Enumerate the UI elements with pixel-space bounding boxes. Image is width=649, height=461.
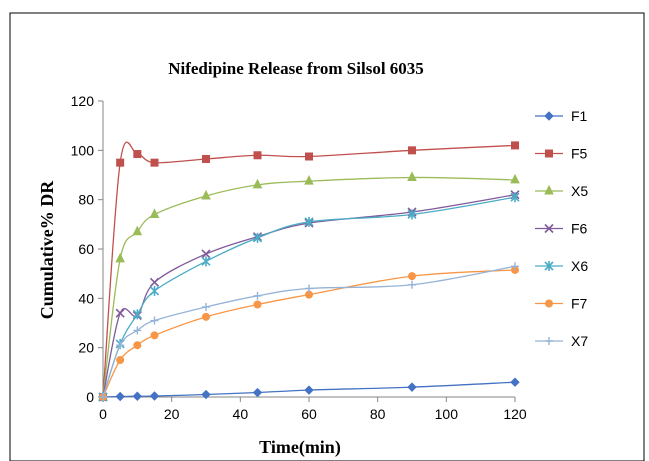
- legend-marker: [544, 223, 554, 234]
- chart-title: Nifedipine Release from Silsol 6035: [168, 59, 424, 78]
- data-point: [133, 150, 142, 159]
- x-tick-label: 40: [233, 406, 249, 422]
- legend-item-x5: X5: [535, 183, 588, 199]
- data-point: [201, 189, 211, 200]
- data-point: [115, 252, 125, 263]
- legend-item-f6: F6: [535, 221, 588, 237]
- data-point: [115, 308, 125, 318]
- data-point: [304, 385, 314, 395]
- y-tick-label: 60: [78, 241, 94, 257]
- plot-area: [98, 141, 520, 402]
- data-point: [252, 387, 263, 398]
- legend-label: F7: [571, 296, 588, 312]
- legend-label: X6: [571, 258, 588, 274]
- data-point: [115, 391, 125, 402]
- data-point: [202, 302, 210, 311]
- legend-marker: [545, 149, 553, 158]
- data-point: [511, 141, 519, 150]
- y-axis-title: Cumulative% DR: [37, 180, 57, 319]
- data-point: [150, 316, 159, 325]
- data-point: [511, 262, 519, 271]
- legend-item-f5: F5: [535, 146, 588, 162]
- series-line: [102, 196, 516, 398]
- data-point: [510, 192, 520, 203]
- chart-border: [9, 12, 645, 461]
- data-point: [253, 291, 262, 300]
- data-point: [150, 158, 159, 167]
- data-point: [202, 154, 210, 163]
- data-point: [407, 382, 417, 392]
- data-point: [304, 216, 314, 227]
- data-point: [305, 284, 313, 293]
- data-point: [149, 277, 160, 287]
- data-point: [133, 326, 142, 335]
- legend-marker: [545, 337, 553, 345]
- legend: F1 F5 X5 F6 X6 F7 X7: [535, 108, 588, 349]
- data-point: [201, 249, 211, 259]
- series-f1: [98, 377, 520, 402]
- data-point: [304, 175, 314, 185]
- axes: 0 20 40 60 80 100 120 0 20 40 60 80 100 120: [71, 93, 527, 422]
- data-point: [510, 173, 520, 184]
- data-point: [510, 377, 520, 387]
- data-point: [253, 300, 262, 309]
- legend-item-f7: F7: [535, 296, 588, 312]
- data-point: [253, 151, 262, 160]
- data-point: [150, 331, 159, 340]
- x-tick-label: 120: [503, 406, 527, 422]
- legend-marker: [544, 111, 554, 121]
- data-point: [116, 356, 125, 364]
- y-tick-label: 100: [71, 142, 95, 158]
- data-point: [149, 285, 160, 296]
- data-point: [132, 309, 142, 320]
- legend-item-x6: X6: [535, 258, 588, 274]
- data-point: [149, 391, 160, 401]
- y-tick-label: 80: [78, 192, 94, 208]
- legend-marker: [545, 299, 553, 308]
- legend-label: X7: [571, 333, 588, 349]
- x-tick-label: 100: [435, 406, 459, 422]
- data-point: [133, 341, 142, 350]
- legend-label: F1: [571, 108, 588, 124]
- series-x7: [99, 262, 519, 401]
- data-point: [132, 225, 143, 236]
- data-point: [201, 389, 211, 400]
- data-point: [149, 208, 160, 218]
- x-tick-label: 60: [301, 406, 317, 422]
- series-f7: [99, 265, 519, 401]
- data-point: [408, 280, 416, 289]
- y-tick-label: 120: [71, 93, 95, 109]
- legend-label: F6: [571, 221, 588, 237]
- data-point: [252, 232, 263, 243]
- x-axis-title: Time(min): [259, 437, 341, 458]
- x-tick-label: 20: [164, 406, 180, 422]
- y-tick-label: 40: [78, 290, 94, 306]
- x-tick-label: 0: [99, 406, 107, 422]
- legend-marker: [544, 261, 554, 271]
- x-tick-label: 80: [370, 406, 386, 422]
- data-point: [408, 146, 416, 155]
- y-tick-label: 0: [86, 389, 94, 405]
- legend-label: F5: [571, 146, 588, 162]
- legend-marker: [544, 184, 554, 195]
- legend-item-x7: X7: [535, 333, 588, 349]
- data-point: [99, 393, 107, 401]
- data-point: [407, 209, 417, 220]
- data-point: [408, 272, 416, 281]
- data-point: [252, 178, 263, 189]
- data-point: [116, 158, 125, 167]
- y-tick-label: 20: [78, 340, 94, 356]
- legend-label: X5: [571, 183, 588, 199]
- data-point: [132, 391, 143, 401]
- data-point: [116, 341, 125, 350]
- data-point: [305, 152, 313, 161]
- data-point: [407, 171, 417, 181]
- data-point: [202, 312, 210, 321]
- legend-item-f1: F1: [535, 108, 588, 124]
- data-point: [201, 256, 211, 267]
